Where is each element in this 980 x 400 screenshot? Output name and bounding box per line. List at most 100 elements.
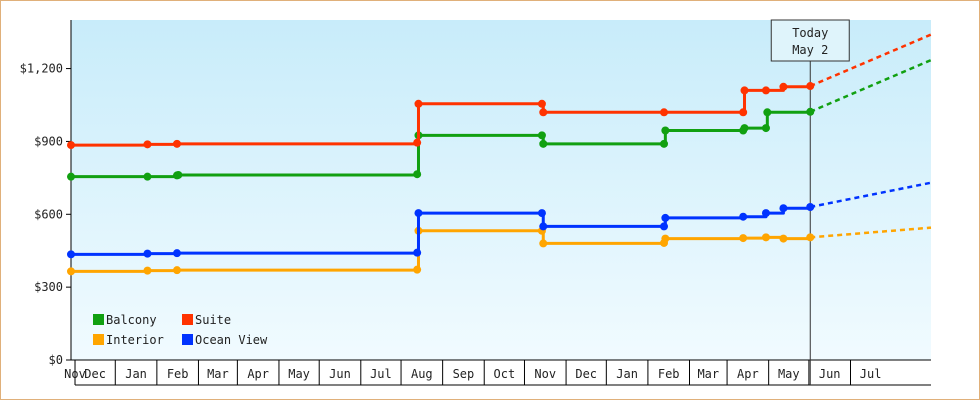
data-point [413,248,422,257]
data-point [413,138,422,147]
data-point [739,212,748,221]
series-layer [67,33,932,276]
data-point [660,139,669,148]
x-tick-label: Dec [84,367,106,381]
legend-item-ocean-view: Ocean View [182,333,268,347]
x-tick-label: Feb [167,367,189,381]
data-point [537,131,546,140]
data-point [761,209,770,218]
plot-area-background [71,20,931,360]
data-point [172,249,181,258]
data-point [67,250,75,259]
x-tick-label: Feb [658,367,680,381]
data-point [174,170,183,179]
legend-swatch [93,334,104,345]
x-tick-label: Jan [125,367,147,381]
data-point [661,126,670,135]
data-point [660,222,669,231]
legend-swatch [182,314,193,325]
data-point [761,233,770,242]
data-point [67,267,75,276]
legend-label: Ocean View [195,333,268,347]
data-point [143,266,152,275]
x-tick-label: Dec [575,367,597,381]
legend: Balcony Suite Interior Ocean View [93,313,268,347]
today-label-box [770,19,850,62]
x-tick-label: Nov [534,367,556,381]
legend-swatch [93,314,104,325]
today-label: Today [792,26,828,40]
data-point [67,172,75,181]
today-date-label: May 2 [792,43,828,57]
data-point [740,86,749,95]
x-tick-label: Mar [207,367,229,381]
y-tick-label: $0 [49,353,63,367]
data-point [539,139,548,148]
data-point [539,222,548,231]
legend-item-suite: Suite [182,313,231,327]
data-point [539,239,548,248]
data-point [806,82,815,91]
today-marker: Today May 2 [770,19,850,385]
data-point [739,234,748,243]
data-point [537,209,546,218]
x-tick-label: Sep [453,367,475,381]
forecast-line-suite [809,33,932,88]
data-point [761,124,770,133]
x-tick-label: Jun [819,367,841,381]
data-point [779,204,788,213]
series-ocean-view [67,181,932,259]
x-tick-label: May [778,367,800,381]
legend-item-balcony: Balcony [93,313,157,327]
legend-item-interior: Interior [93,333,164,347]
data-point [414,99,423,108]
x-tick-label: Aug [411,367,433,381]
data-point [537,99,546,108]
series-suite [67,33,932,150]
y-axis: $0 $300 $600 $900 $1,200 [20,20,72,367]
data-point [739,108,748,117]
data-point [806,203,815,211]
forecast-line-ocean-view [810,181,932,209]
legend-label: Suite [195,313,231,327]
y-tick-label: $300 [34,280,63,294]
x-tick-label: Mar [697,367,719,381]
x-tick-label: Oct [494,367,516,381]
data-point [806,107,815,116]
x-tick-label: Jul [370,367,392,381]
y-tick-label: $600 [34,207,63,221]
series-balcony [67,58,932,181]
data-point [779,82,788,91]
forecast-line-interior [810,226,932,239]
legend-swatch [182,334,193,345]
data-point [779,234,788,243]
x-tick-label: Apr [737,367,759,381]
legend-label: Balcony [106,313,157,327]
data-point [740,124,749,133]
x-tick-label: May [288,367,310,381]
x-tick-label: Jun [329,367,351,381]
data-point [67,141,75,150]
data-point [661,213,670,222]
data-point [660,108,669,117]
data-point [413,170,422,179]
data-point [763,108,772,117]
data-point [143,172,152,181]
y-tick-label: $1,200 [20,62,63,76]
data-point [413,265,422,274]
data-point [414,209,423,218]
x-tick-label: Jul [860,367,882,381]
data-point [143,140,152,149]
x-tick-label: Jan [616,367,638,381]
data-point [806,233,815,242]
data-point [761,86,770,95]
forecast-line-balcony [809,58,932,113]
data-point [172,266,181,275]
data-point [539,108,548,117]
y-tick-label: $900 [34,134,63,148]
legend-label: Interior [106,333,164,347]
data-point [661,234,670,243]
x-tick-label: Apr [247,367,269,381]
